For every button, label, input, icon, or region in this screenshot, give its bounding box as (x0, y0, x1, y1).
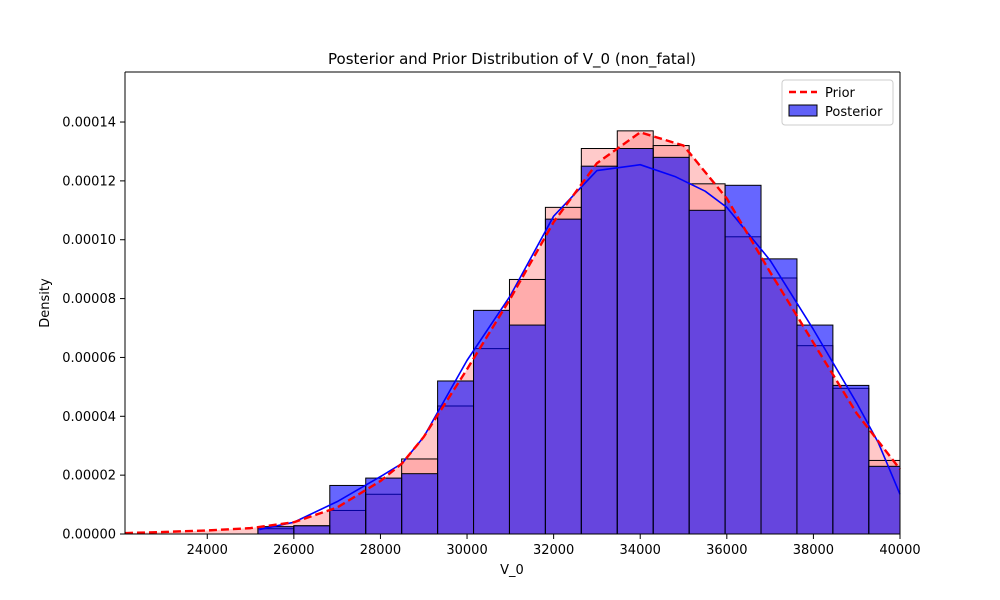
chart-title: Posterior and Prior Distribution of V_0 … (328, 50, 696, 69)
y-tick-label: 0.00010 (62, 233, 116, 248)
prior-kde-line (124, 131, 901, 535)
axes-layer: 24000 26000 28000 30000 32000 34000 36000 38000… (62, 71, 921, 558)
x-tick-label: 26000 (273, 543, 314, 558)
legend-posterior-label: Posterior (825, 105, 883, 120)
x-tick-label: 24000 (187, 543, 228, 558)
y-tick-label: 0.00008 (62, 292, 116, 307)
posterior-bar (652, 156, 690, 535)
posterior-bar (796, 324, 834, 535)
legend-posterior-swatch (788, 104, 818, 117)
legend-prior-label: Prior (825, 86, 856, 101)
x-axis-label: V_0 (500, 563, 524, 578)
x-tick-label: 28000 (360, 543, 401, 558)
posterior-bar (508, 324, 546, 535)
posterior-bar (616, 148, 654, 535)
posterior-bar (760, 258, 798, 535)
y-tick-label: 0.00012 (62, 174, 116, 189)
x-tick-label: 30000 (446, 543, 487, 558)
y-tick-label: 0.00006 (62, 351, 116, 366)
posterior-bar (868, 465, 901, 535)
plot-area (124, 130, 901, 535)
posterior-bar (257, 526, 295, 535)
legend: Prior Posterior (781, 79, 894, 126)
x-tick-label: 40000 (879, 543, 920, 558)
posterior-bar (724, 184, 762, 535)
y-tick-label: 0.00004 (62, 410, 116, 425)
x-tick-label: 32000 (533, 543, 574, 558)
x-tick-label: 38000 (793, 543, 834, 558)
x-tick-label: 36000 (706, 543, 747, 558)
x-tick-label: 34000 (620, 543, 661, 558)
posterior-bar (832, 384, 870, 535)
y-tick-label: 0.00002 (62, 469, 116, 484)
posterior-bar (544, 218, 582, 535)
posterior-bar (401, 473, 439, 535)
y-axis-label: Density (38, 278, 53, 328)
posterior-bar (580, 165, 618, 535)
posterior-bar (293, 525, 331, 535)
posterior-bar (688, 209, 726, 535)
y-tick-label: 0.00000 (62, 528, 116, 543)
posterior-kde-line (259, 163, 901, 531)
y-tick-label: 0.00014 (62, 116, 116, 131)
